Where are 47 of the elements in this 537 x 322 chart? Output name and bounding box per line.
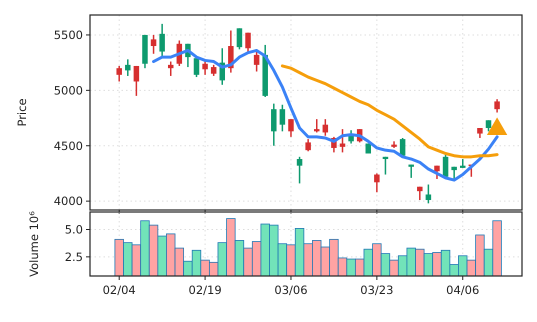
candlestick (494, 98, 500, 114)
candlestick (202, 60, 208, 76)
candlestick (296, 156, 302, 184)
candlestick (408, 164, 414, 179)
candlestick (400, 137, 406, 156)
candlestick (116, 65, 122, 82)
candlestick (366, 142, 372, 154)
candlestick (245, 32, 251, 54)
candlestick (451, 166, 457, 180)
x-tick-label: 03/06 (274, 283, 308, 297)
x-tick-label: 02/19 (188, 283, 222, 297)
candlestick (426, 184, 432, 204)
candlestick (477, 127, 483, 139)
y-axis-title: Price (15, 98, 29, 127)
candlestick (288, 118, 294, 138)
candlestick (417, 186, 423, 201)
candlestick (210, 64, 216, 77)
candlestick (442, 154, 448, 178)
candlestick (314, 118, 320, 134)
candlestick (280, 104, 286, 132)
candlestick (382, 156, 388, 176)
candlestick (434, 164, 440, 180)
candlestick (374, 172, 380, 194)
candlestick (134, 65, 140, 97)
y-tick-label: 4000 (54, 194, 83, 208)
y-tick-label: 4500 (54, 138, 83, 153)
candlestick (305, 138, 311, 152)
y-tick-label: 5.0 (64, 222, 83, 237)
candlestick (271, 102, 277, 146)
y-tick-label: 5000 (54, 83, 83, 98)
candlestick (322, 118, 328, 137)
y-axis-title: Volume 10⁶ (27, 210, 41, 277)
x-tick-label: 02/04 (102, 283, 136, 297)
x-tick-label: 04/06 (446, 283, 480, 297)
candlestick (236, 28, 242, 50)
candlestick (194, 57, 200, 78)
candlestick (125, 58, 131, 77)
y-tick-label: 5500 (54, 28, 83, 42)
candlestick (348, 129, 354, 144)
candlestick (168, 60, 174, 77)
line-series (280, 64, 499, 158)
x-tick-label: 03/23 (360, 283, 394, 297)
y-tick-label: 2.5 (64, 250, 83, 264)
candlestick (159, 23, 165, 58)
candlestick (150, 34, 156, 55)
candlestick (340, 128, 346, 154)
candlestick (254, 50, 260, 72)
